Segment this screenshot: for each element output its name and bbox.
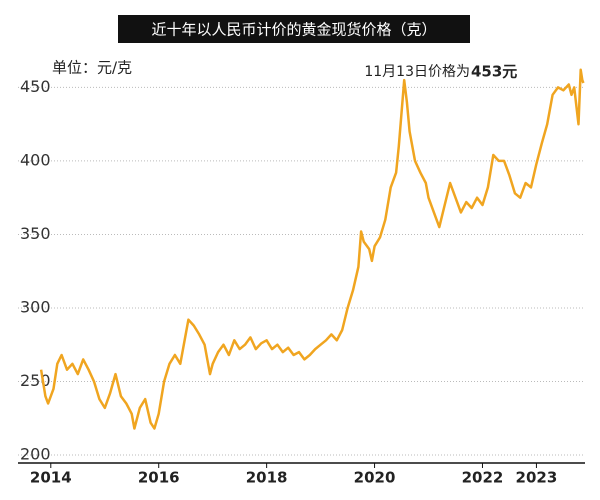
x-tick-label: 2022 bbox=[462, 469, 504, 487]
x-tick-label: 2020 bbox=[354, 469, 396, 487]
y-tick-label: 300 bbox=[20, 297, 51, 316]
chart-title: 近十年以人民币计价的黄金现货价格（克） bbox=[151, 21, 436, 39]
x-tick-label: 2016 bbox=[138, 469, 180, 487]
y-tick-label: 450 bbox=[20, 77, 51, 96]
price-line bbox=[39, 68, 585, 430]
title-bar bbox=[118, 15, 470, 43]
y-tick-label: 250 bbox=[20, 371, 51, 390]
y-axis-label: 单位：元/克 bbox=[52, 59, 132, 77]
y-tick-label: 350 bbox=[20, 224, 51, 243]
x-tick-label: 2014 bbox=[30, 469, 72, 487]
annotation-value: 453元 bbox=[471, 63, 517, 81]
y-tick-label: 200 bbox=[20, 445, 51, 464]
annotation: 11月13日价格为 bbox=[364, 64, 470, 80]
x-tick-label: 2023 bbox=[516, 469, 558, 487]
x-tick-label: 2018 bbox=[246, 469, 288, 487]
y-tick-label: 400 bbox=[20, 150, 51, 169]
